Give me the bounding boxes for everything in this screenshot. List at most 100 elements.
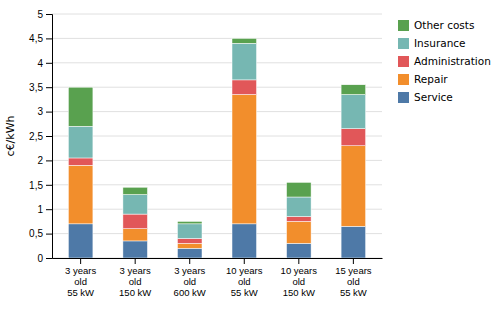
tick-label: 4: [37, 58, 43, 69]
legend-label: Insurance: [414, 37, 466, 49]
bar-segment: [341, 226, 366, 258]
tick-label: 2: [37, 155, 43, 166]
tick: 3 yearsold150 kW: [119, 258, 151, 298]
bar-segment: [123, 214, 148, 229]
series: [68, 38, 365, 223]
tick-label-line: 10 years: [226, 265, 263, 276]
plot: 00,511,522,533,544,553 yearsold55 kW3 ye…: [4, 9, 383, 298]
tick-label-line: 55 kW: [340, 287, 367, 298]
tick-label: 10 yearsold55 kW: [226, 265, 263, 298]
grid-line: [52, 258, 382, 259]
tick-label: 3: [37, 106, 43, 117]
bar-segment: [123, 187, 148, 194]
axis-title: c€/kWh: [4, 115, 17, 156]
tick-mark: [46, 234, 52, 235]
tick-label-line: old: [183, 276, 196, 287]
tick-label-line: old: [129, 276, 142, 287]
tick-mark: [46, 87, 52, 88]
grid-line: [52, 14, 382, 15]
tick-label: 5: [37, 9, 43, 20]
tick-mark: [80, 258, 81, 264]
axis-line: [46, 15, 53, 259]
tick-label-line: 55 kW: [67, 287, 94, 298]
tick: 4,5: [29, 33, 52, 44]
tick-label: 1: [37, 204, 43, 215]
tick: 2: [37, 155, 52, 166]
tick-label-line: 3 years: [120, 265, 151, 276]
bar-segment: [341, 146, 366, 227]
tick-label-line: 15 years: [335, 265, 372, 276]
tick-mark: [46, 209, 52, 210]
bar-segment: [177, 221, 202, 223]
bar-segment: [232, 224, 257, 258]
grid: [52, 14, 382, 258]
tick-label-line: old: [74, 276, 87, 287]
bar-segment: [287, 197, 312, 217]
tick-label-line: 55 kW: [231, 287, 258, 298]
bar-segment: [341, 85, 366, 95]
series: [68, 95, 365, 249]
tick: 3 yearsold55 kW: [65, 258, 96, 298]
grid-line: [52, 233, 382, 234]
bar-segment: [123, 195, 148, 215]
bars: [68, 38, 365, 258]
series: [68, 80, 365, 243]
grid-line: [52, 111, 382, 112]
legend-label: Administration: [414, 55, 491, 67]
tick: 0,5: [29, 228, 52, 239]
tick: 1,5: [29, 180, 52, 191]
tick-mark: [46, 258, 52, 259]
tick: 4: [37, 58, 52, 69]
tick-label-line: 150 kW: [119, 287, 151, 298]
tick: 1: [37, 204, 52, 215]
tick-label-line: old: [347, 276, 360, 287]
tick-mark: [353, 258, 354, 264]
tick-label: 0,5: [29, 228, 43, 239]
tick-label: 4,5: [29, 33, 43, 44]
bar-segment: [177, 248, 202, 258]
bar-segment: [232, 43, 257, 80]
bar-segment: [123, 241, 148, 258]
bar-segment: [287, 182, 312, 197]
tick: 3: [37, 106, 52, 117]
tick-mark: [244, 258, 245, 264]
tick-label: 3 yearsold600 kW: [174, 265, 206, 298]
bar-segment: [287, 221, 312, 243]
tick-mark: [46, 38, 52, 39]
grid-line: [52, 184, 382, 185]
tick-label: 2,5: [29, 131, 43, 142]
tick: 15 yearsold55 kW: [335, 258, 372, 298]
bar-segment: [177, 243, 202, 248]
bar-segment: [287, 217, 312, 222]
grid-line: [52, 38, 382, 39]
legend-label: Service: [414, 91, 453, 103]
legend-swatch: [398, 56, 409, 67]
legend-label: Other costs: [414, 19, 474, 31]
bar-segment: [177, 224, 202, 239]
tick-mark: [46, 63, 52, 64]
tick-mark: [189, 258, 190, 264]
bar-segment: [341, 95, 366, 129]
tick-label-line: 600 kW: [174, 287, 206, 298]
tick: 3 yearsold600 kW: [174, 258, 206, 298]
y-axis: 0 0,5 1 1,5 2 2,5 3 3,5 4 4,5 5: [29, 9, 52, 264]
tick-mark: [46, 14, 52, 15]
tick-label: 10 yearsold150 kW: [281, 265, 318, 298]
legend-item: Insurance: [398, 37, 466, 49]
legend-item: Other costs: [398, 19, 474, 31]
legend-item: Service: [398, 91, 453, 103]
bar-segment: [287, 243, 312, 258]
bar-segment: [123, 229, 148, 241]
tick-label: 0: [37, 253, 43, 264]
legend: Other costsInsuranceAdministrationRepair…: [398, 19, 491, 103]
bar-segment: [232, 38, 257, 43]
grid-line: [52, 160, 382, 161]
tick-label-line: 3 years: [174, 265, 205, 276]
bar-segment: [68, 158, 93, 165]
tick-label: 3,5: [29, 82, 43, 93]
legend-swatch: [398, 38, 409, 49]
bar-segment: [68, 165, 93, 224]
legend-swatch: [398, 74, 409, 85]
tick-label: 1,5: [29, 180, 43, 191]
tick-mark: [46, 112, 52, 113]
